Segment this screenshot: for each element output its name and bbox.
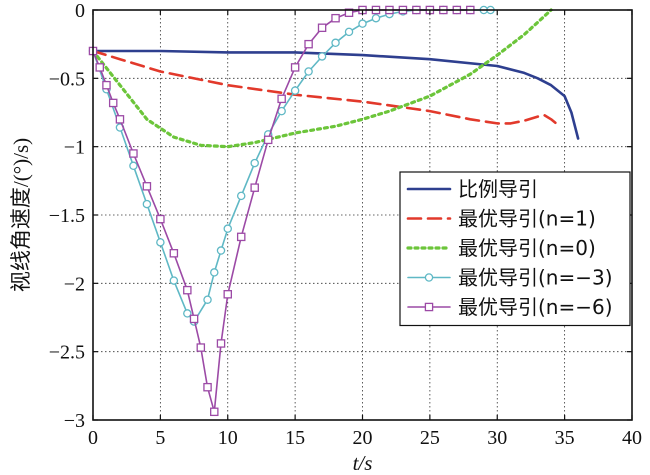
data-point — [210, 268, 219, 277]
data-point — [203, 295, 212, 304]
x-tick-label: 15 — [285, 427, 305, 449]
series-1 — [91, 49, 560, 127]
data-point — [183, 285, 192, 295]
y-tick-label: −2 — [64, 273, 85, 295]
data-point — [102, 80, 111, 90]
data-point — [216, 246, 226, 255]
data-point — [331, 38, 340, 48]
data-point — [108, 98, 118, 108]
legend-label: 最优导引(n=−6) — [458, 295, 613, 319]
x-axis-label: t/s — [353, 451, 373, 475]
data-point — [277, 94, 286, 104]
y-axis-label: 视线角速度/(°)/s) — [9, 138, 33, 292]
legend-label: 最优导引(n=−3) — [458, 266, 613, 290]
data-point — [317, 52, 327, 61]
data-point — [358, 19, 367, 28]
data-point — [223, 290, 232, 299]
data-point — [250, 183, 259, 192]
series-line — [91, 49, 580, 140]
x-tick-label: 5 — [155, 427, 165, 449]
data-point — [317, 23, 327, 33]
axis-ticks: 0 5 10 15 20 25 30 35 40 0 −0.5 −1 −1.5 −2 −2.5 −3 — [49, 0, 642, 449]
legend-label: 最优导引(n=1) — [458, 207, 596, 231]
data-point — [142, 199, 152, 209]
data-point — [344, 27, 354, 37]
legend-marker-sample — [424, 273, 434, 282]
data-point — [263, 135, 273, 145]
data-point — [183, 309, 192, 318]
data-point — [371, 13, 381, 23]
data-point — [156, 238, 165, 247]
data-point — [210, 407, 219, 417]
x-tick-label: 0 — [88, 427, 98, 449]
legend-label: 比例导引 — [458, 177, 538, 201]
data-point — [115, 115, 125, 124]
series-2 — [91, 8, 553, 149]
x-tick-label: 40 — [622, 427, 642, 449]
y-tick-label: 0 — [75, 0, 85, 22]
x-tick-label: 25 — [420, 427, 440, 449]
data-point — [129, 149, 138, 158]
data-point — [203, 382, 212, 392]
legend-item: 比例导引 — [406, 177, 538, 201]
legend-item: 最优导引(n=−3) — [407, 266, 613, 290]
data-point — [236, 232, 246, 242]
series-line — [91, 49, 560, 127]
data-point — [216, 339, 226, 348]
data-point — [95, 63, 104, 72]
series-line — [91, 8, 553, 149]
y-tick-label: −0.5 — [49, 68, 85, 90]
data-point — [250, 158, 259, 168]
data-point — [196, 343, 206, 352]
data-point — [344, 8, 354, 17]
legend-item: 最优导引(n=−6) — [407, 295, 613, 319]
data-point — [304, 39, 313, 49]
data-point — [223, 224, 232, 233]
data-point — [142, 182, 152, 191]
x-tick-label: 30 — [487, 427, 507, 449]
legend-marker-sample — [424, 302, 434, 312]
legend-item: 最优导引(n=0) — [406, 236, 596, 260]
y-tick-label: −1.5 — [49, 205, 85, 227]
y-tick-label: −2.5 — [49, 342, 85, 364]
data-point — [169, 276, 179, 285]
data-point — [331, 13, 340, 23]
y-tick-label: −1 — [64, 137, 85, 159]
y-tick-label: −3 — [64, 410, 85, 432]
data-point — [290, 86, 300, 95]
data-point — [169, 249, 179, 258]
data-point — [290, 63, 300, 72]
data-point — [236, 191, 246, 201]
legend-item: 最优导引(n=1) — [406, 207, 596, 231]
series-0 — [91, 49, 580, 140]
x-tick-label: 20 — [353, 427, 373, 449]
legend-label: 最优导引(n=0) — [458, 236, 596, 260]
data-point — [129, 161, 138, 171]
data-point — [304, 67, 313, 76]
data-point — [156, 214, 165, 224]
x-tick-label: 10 — [218, 427, 238, 449]
data-point — [189, 314, 199, 324]
x-tick-label: 35 — [555, 427, 575, 449]
